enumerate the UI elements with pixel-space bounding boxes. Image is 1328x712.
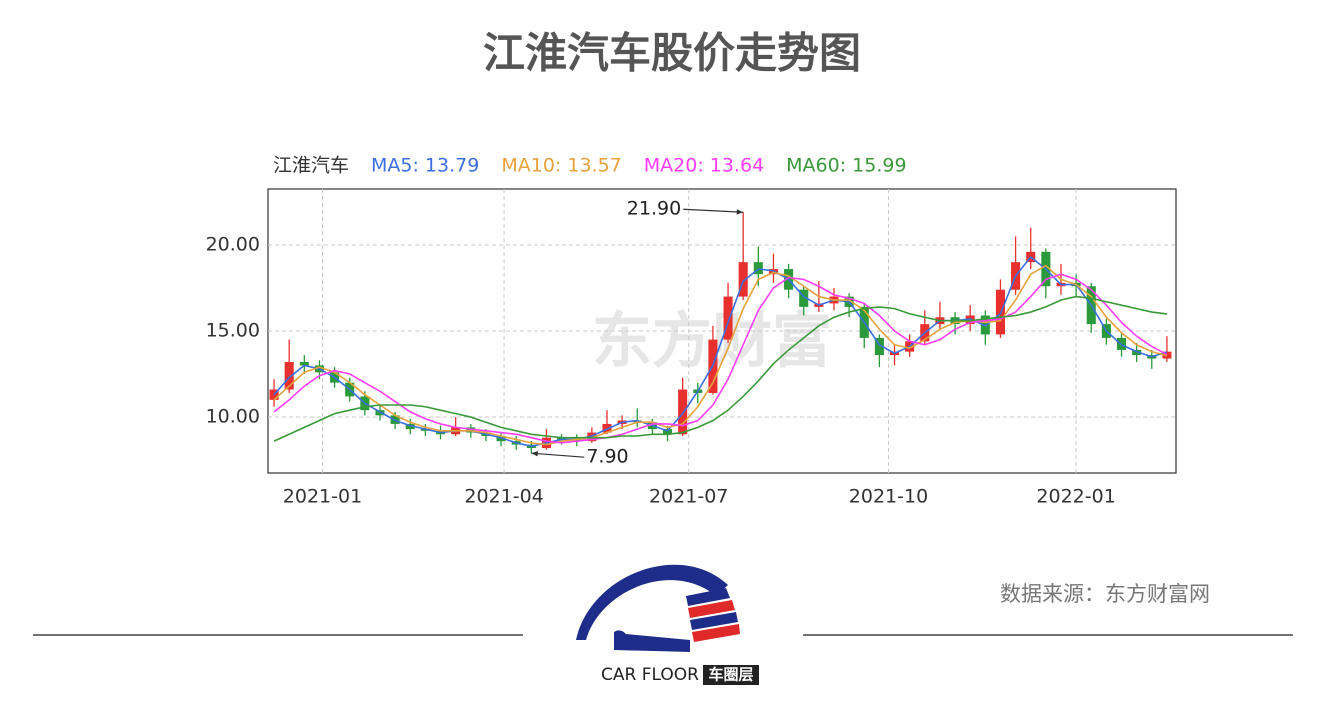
- ma-line: [273, 264, 1168, 446]
- source: 数据来源：东方财富网: [1000, 582, 1210, 606]
- y-tick-label: 15.00: [206, 320, 260, 342]
- candle-body: [420, 429, 430, 431]
- y-tick-label: 10.00: [206, 406, 260, 428]
- y-tick-label: 20.00: [206, 233, 260, 255]
- logo-cn: 车圈层: [708, 666, 753, 684]
- candle-body: [466, 427, 476, 433]
- candle-body: [799, 289, 809, 307]
- legend-entry: MA20: 13.64: [644, 155, 764, 177]
- x-tick-label: 2021-04: [464, 486, 543, 508]
- legend-entry: MA60: 15.99: [786, 155, 906, 177]
- ma-line: [273, 255, 1168, 448]
- candle-body: [662, 429, 673, 435]
- candle-body: [632, 420, 642, 423]
- candle-body: [587, 432, 597, 442]
- candle-body: [874, 337, 884, 356]
- legend-title: 江淮汽车: [273, 155, 349, 177]
- logo: CAR FLOOR 车圈层: [576, 564, 759, 685]
- legend-entry: MA5: 13.79: [371, 155, 479, 177]
- annotation-arrow: [683, 208, 744, 213]
- x-tick-label: 2022-01: [1036, 486, 1115, 508]
- annotation-label: 21.90: [627, 198, 681, 220]
- candle-body: [299, 361, 309, 366]
- legend-entry: MA10: 13.57: [501, 155, 621, 177]
- ma-line: [273, 295, 1168, 442]
- arrow-head: [531, 450, 538, 457]
- candle-body: [753, 262, 763, 275]
- ma-line: [273, 273, 1168, 444]
- candle-body: [723, 296, 733, 340]
- arrow-head: [736, 209, 744, 215]
- x-tick-label: 2021-10: [849, 486, 928, 508]
- x-tick-label: 2021-07: [649, 486, 728, 508]
- candle-body: [678, 389, 688, 435]
- annotation-label: 7.90: [586, 446, 628, 468]
- candle-body: [496, 435, 506, 442]
- candle-body: [738, 262, 748, 297]
- candle-body: [572, 439, 582, 442]
- page-title: 江淮汽车股价走势图: [483, 29, 861, 78]
- logo-text: CAR FLOOR: [601, 665, 699, 685]
- candle-body: [557, 437, 567, 440]
- candle-body: [284, 361, 294, 390]
- candle-body: [1132, 349, 1142, 356]
- x-tick-label: 2021-01: [283, 486, 362, 508]
- candle-body: [405, 423, 415, 430]
- annotation-arrow: [531, 452, 585, 458]
